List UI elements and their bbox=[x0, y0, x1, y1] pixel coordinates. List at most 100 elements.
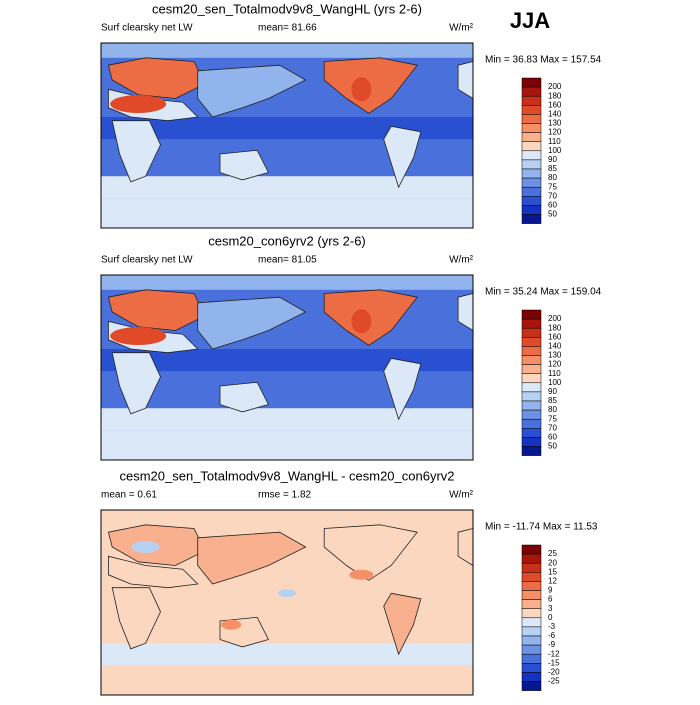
colorbar-label: 0 bbox=[548, 613, 553, 622]
center-label: mean= 81.05 bbox=[258, 255, 317, 266]
colorbar-label: 70 bbox=[548, 423, 557, 432]
colorbar-label: -12 bbox=[548, 649, 560, 658]
map-frame bbox=[100, 274, 474, 461]
map-frame bbox=[100, 42, 474, 229]
colorbar-box bbox=[521, 141, 542, 152]
colorbar-box bbox=[521, 327, 542, 338]
colorbar-box bbox=[521, 346, 542, 356]
colorbar-label: 180 bbox=[548, 323, 562, 332]
colorbar-label: 70 bbox=[548, 191, 557, 200]
colorbar-box bbox=[521, 446, 542, 456]
min-max: Min = 35.24 Max = 159.04 bbox=[485, 287, 602, 298]
left-label: mean = 0.61 bbox=[101, 490, 157, 501]
colorbar-box bbox=[521, 418, 542, 429]
colorbar-label: 160 bbox=[548, 332, 562, 341]
map-band bbox=[101, 643, 473, 666]
colorbar-label: 85 bbox=[548, 396, 557, 405]
continent bbox=[197, 64, 307, 118]
colorbar-label: 100 bbox=[548, 146, 562, 155]
colorbar-label: 6 bbox=[548, 595, 553, 604]
colorbar-box bbox=[521, 581, 542, 591]
colorbar-label: 20 bbox=[548, 558, 557, 567]
colorbar-label: 9 bbox=[548, 586, 553, 595]
colorbar-box bbox=[521, 132, 542, 142]
continent bbox=[383, 357, 422, 421]
continent bbox=[107, 289, 206, 331]
colorbar-label: 25 bbox=[548, 549, 557, 558]
colorbar-label: -9 bbox=[548, 640, 556, 649]
colorbar-box bbox=[521, 105, 542, 115]
hot-spot bbox=[351, 77, 372, 102]
season-label: JJA bbox=[510, 8, 550, 33]
map-band bbox=[101, 43, 473, 58]
colorbar-box bbox=[521, 214, 542, 224]
colorbar-box bbox=[521, 355, 542, 365]
continent bbox=[219, 149, 269, 181]
colorbar-box bbox=[521, 382, 542, 393]
hot-spot bbox=[351, 309, 372, 334]
colorbar-label: 60 bbox=[548, 201, 557, 210]
colorbar-box bbox=[521, 608, 542, 619]
colorbar-label: 140 bbox=[548, 342, 562, 351]
colorbar-box bbox=[521, 77, 542, 88]
continent bbox=[197, 531, 307, 585]
colorbar-box bbox=[521, 590, 542, 600]
colorbar-box bbox=[521, 400, 542, 411]
colorbar-box bbox=[521, 309, 542, 320]
colorbar-box bbox=[521, 123, 542, 133]
units-label: W/m² bbox=[449, 23, 474, 34]
colorbar-label: 75 bbox=[548, 182, 557, 191]
colorbar-label: 85 bbox=[548, 164, 557, 173]
continent bbox=[111, 352, 161, 415]
colorbar-box bbox=[521, 168, 542, 179]
colorbar-box bbox=[521, 409, 542, 420]
colorbar-label: -3 bbox=[548, 622, 556, 631]
colorbar-box bbox=[521, 159, 542, 170]
colorbar-box bbox=[521, 95, 542, 106]
colorbar-box bbox=[521, 318, 542, 329]
anomaly bbox=[278, 589, 296, 598]
continent bbox=[219, 381, 269, 413]
colorbar-label: 130 bbox=[548, 351, 562, 360]
left-label: Surf clearsky net LW bbox=[101, 23, 193, 34]
map-band bbox=[101, 430, 473, 460]
center-label: rmse = 1.82 bbox=[258, 490, 312, 501]
colorbar-label: -25 bbox=[548, 677, 560, 686]
colorbar-label: 60 bbox=[548, 433, 557, 442]
colorbar-label: 110 bbox=[548, 369, 561, 378]
map-frame bbox=[100, 509, 474, 696]
colorbar-box bbox=[521, 150, 542, 161]
continent bbox=[111, 587, 161, 650]
colorbar-box bbox=[521, 337, 542, 347]
map-band bbox=[101, 198, 473, 228]
continent bbox=[111, 120, 161, 183]
anomaly bbox=[349, 569, 374, 580]
colorbar-box bbox=[521, 86, 542, 97]
colorbar-label: -15 bbox=[548, 658, 560, 667]
map-band bbox=[101, 510, 473, 525]
colorbar-box bbox=[521, 114, 542, 124]
units-label: W/m² bbox=[449, 490, 474, 501]
colorbar-label: 140 bbox=[548, 110, 562, 119]
continent bbox=[383, 125, 422, 189]
anomaly bbox=[131, 541, 160, 553]
colorbar-box bbox=[521, 437, 542, 447]
colorbar-box bbox=[521, 544, 542, 555]
map-band bbox=[101, 176, 473, 199]
map-band bbox=[101, 665, 473, 695]
continent bbox=[197, 296, 307, 350]
colorbar-label: 80 bbox=[548, 405, 557, 414]
continent bbox=[383, 592, 422, 656]
colorbar-label: 90 bbox=[548, 387, 557, 396]
colorbar-label: -6 bbox=[548, 631, 556, 640]
map-band bbox=[101, 275, 473, 290]
hot-spot bbox=[110, 327, 167, 346]
colorbar-label: 50 bbox=[548, 442, 557, 451]
colorbar-label: 75 bbox=[548, 414, 557, 423]
colorbar-label: 180 bbox=[548, 91, 562, 100]
colorbar-label: 50 bbox=[548, 210, 557, 219]
map-band bbox=[101, 349, 473, 372]
colorbar-label: 200 bbox=[548, 82, 562, 91]
min-max: Min = -11.74 Max = 11.53 bbox=[485, 522, 598, 533]
